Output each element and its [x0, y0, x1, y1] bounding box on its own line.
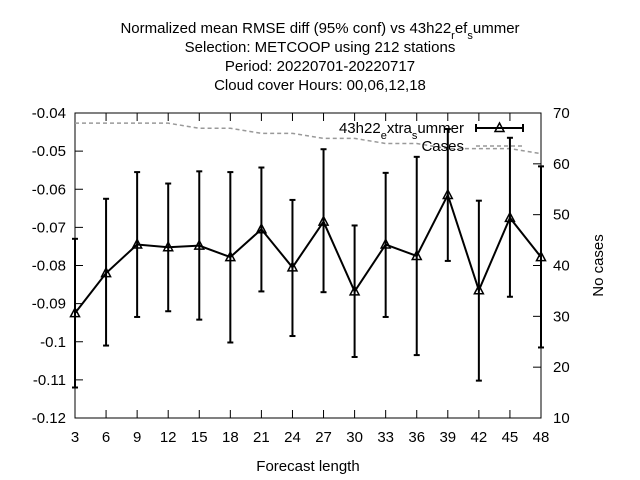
x-tick-label: 18 — [222, 429, 239, 446]
x-tick-label: 21 — [253, 429, 270, 446]
x-tick-label: 36 — [408, 429, 425, 446]
data-point-marker — [162, 240, 174, 252]
plot-area — [69, 122, 547, 389]
x-tick-label: 39 — [439, 429, 456, 446]
x-tick-label: 33 — [377, 429, 394, 446]
y2-tick-label: 40 — [553, 258, 570, 275]
y-tick-label: -0.09 — [32, 296, 66, 313]
data-point-marker — [504, 211, 516, 223]
data-point-marker — [69, 306, 81, 318]
y-tick-label: -0.11 — [33, 372, 66, 389]
title-line-1: Normalized mean RMSE diff (95% conf) vs … — [120, 20, 519, 42]
x-tick-label: 12 — [160, 429, 177, 446]
data-point-marker — [131, 237, 143, 249]
x-tick-label: 3 — [71, 429, 79, 446]
x-tick-label: 42 — [471, 429, 488, 446]
data-point-marker — [224, 250, 237, 262]
x-tick-label: 9 — [133, 429, 141, 446]
y2-tick-label: 10 — [553, 410, 570, 427]
y2-tick-label: 70 — [553, 105, 570, 122]
legend-label-cases: Cases — [421, 138, 464, 155]
x-tick-label: 15 — [191, 429, 208, 446]
title-line-4: Cloud cover Hours: 00,06,12,18 — [214, 77, 426, 94]
data-point-marker — [442, 188, 454, 200]
x-tick-label: 48 — [533, 429, 550, 446]
title-line-2: Selection: METCOOP using 212 stations — [185, 39, 456, 56]
y-tick-label: -0.06 — [32, 181, 66, 198]
data-point-marker — [286, 260, 299, 272]
y2-tick-label: 20 — [553, 359, 570, 376]
data-point-marker — [193, 239, 206, 250]
data-point-marker — [348, 284, 361, 296]
data-point-marker — [317, 215, 330, 226]
x-tick-label: 6 — [102, 429, 110, 446]
data-point-marker — [255, 222, 268, 234]
y2-tick-label: 30 — [553, 308, 570, 325]
x-axis-label: Forecast length — [256, 458, 359, 475]
y-tick-label: -0.05 — [32, 143, 66, 160]
data-point-marker — [535, 250, 547, 262]
y2-tick-label: 50 — [553, 207, 570, 224]
y-tick-label: -0.12 — [32, 410, 66, 427]
series-cases-line — [75, 122, 542, 155]
legend-marker — [493, 121, 506, 133]
y-tick-label: -0.08 — [32, 258, 66, 275]
y-tick-label: -0.1 — [40, 334, 66, 351]
series-main-line — [74, 192, 542, 314]
title-line-3: Period: 20220701-20220717 — [225, 58, 415, 75]
y2-tick-label: 60 — [553, 156, 570, 173]
data-point-marker — [473, 283, 485, 295]
x-tick-label: 45 — [502, 429, 519, 446]
data-point-marker — [379, 237, 392, 249]
chart-title: Normalized mean RMSE diff (95% conf) vs … — [120, 20, 519, 94]
y-tick-label: -0.04 — [32, 105, 66, 122]
legend-label-main: 43h22extrasummer — [339, 120, 464, 142]
data-point-marker — [410, 249, 423, 261]
x-tick-label: 24 — [284, 429, 301, 446]
y-tick-label: -0.07 — [32, 219, 66, 236]
data-point-marker — [100, 266, 112, 278]
y2-axis-label: No cases — [590, 234, 607, 297]
axes: -0.04 -0.05 -0.06 -0.07 -0.08 -0.09 -0.1 -0.11 -… — [32, 105, 607, 475]
x-tick-label: 30 — [346, 429, 363, 446]
x-tick-label: 27 — [315, 429, 332, 446]
